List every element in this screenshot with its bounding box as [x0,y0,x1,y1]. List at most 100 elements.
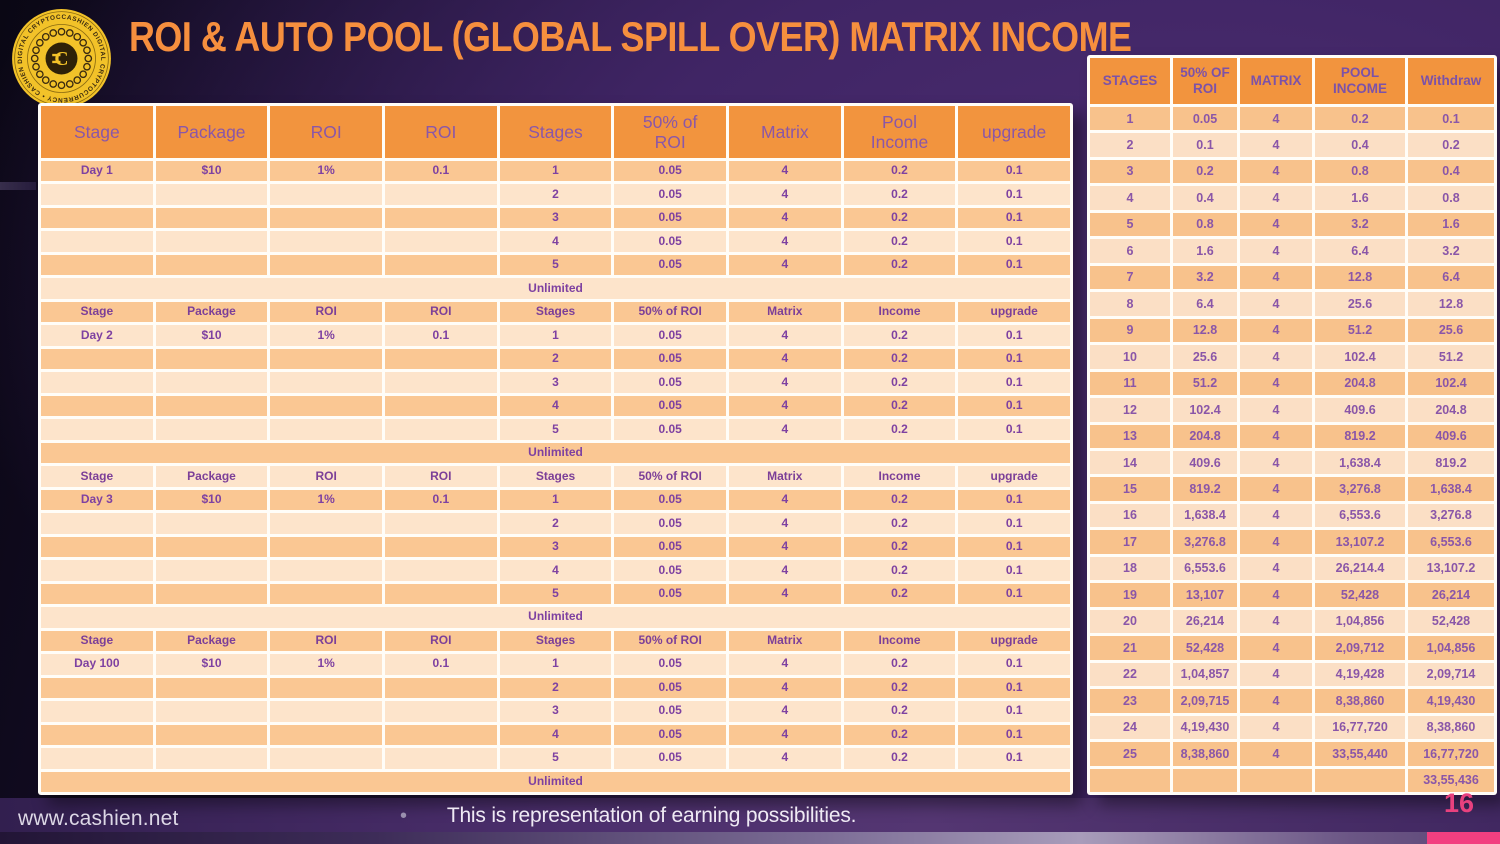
side-value-cell: 6 [1090,239,1170,263]
side-value-cell: 2,09,714 [1408,662,1494,687]
main-value-cell: 0.2 [843,724,956,746]
side-value-cell: 52,428 [1315,583,1405,607]
main-subheader-cell: ROI [270,466,382,487]
side-value-cell: 1 [1090,107,1170,131]
main-subheader-cell: upgrade [958,630,1070,652]
main-value-cell: 0.05 [614,583,726,605]
main-subheader-cell: Income [843,630,956,652]
side-value-cell: 4 [1240,265,1312,290]
main-value-cell: 0.2 [843,161,956,182]
main-header-cell: Matrix [728,106,841,158]
main-value-cell [155,254,268,276]
main-value-cell: 1 [499,654,612,675]
main-value-cell [384,583,497,605]
main-value-cell: 0.05 [614,161,726,182]
main-value-cell [41,348,153,370]
main-value-cell [270,348,382,370]
main-header-cell: Package [155,106,268,158]
side-value-cell: 0.4 [1315,133,1405,157]
main-value-cell: 0.05 [614,560,726,581]
main-value-cell [155,207,268,229]
main-value-cell [270,560,382,581]
main-value-cell: 4 [728,231,841,252]
main-value-cell: 5 [499,254,612,276]
main-header-cell: Stages [499,106,612,158]
main-value-cell: 4 [728,161,841,182]
main-value-cell: 0.05 [614,513,726,534]
main-value-cell: 1 [499,325,612,346]
side-value-cell: 4 [1240,583,1312,607]
side-value-cell: 0.2 [1315,107,1405,131]
main-value-cell: 4 [728,207,841,229]
main-value-cell: 4 [728,325,841,346]
main-header-cell: Pool Income [843,106,956,158]
side-value-cell: 10 [1090,345,1170,369]
side-value-cell: 4 [1240,398,1312,422]
side-value-cell: 4 [1240,133,1312,157]
side-value-cell: 819.2 [1408,450,1494,475]
main-value-cell [155,677,268,699]
main-subheader-cell: 50% of ROI [614,301,726,323]
main-value-cell: 0.1 [958,654,1070,675]
main-value-cell: 0.2 [843,701,956,722]
bottom-bar [0,832,1500,844]
main-value-cell: 0.1 [384,325,497,346]
side-value-cell: 4 [1240,424,1312,448]
main-value-cell [41,748,153,769]
side-value-cell: 13,107.2 [1408,556,1494,581]
main-subheader-cell: Matrix [728,466,841,487]
main-value-cell [384,701,497,722]
main-value-cell: 1% [270,489,382,511]
side-value-cell: 1.6 [1408,212,1494,237]
side-value-cell: 102.4 [1315,345,1405,369]
side-value-cell: 5 [1090,212,1170,237]
main-value-cell: 0.05 [614,348,726,370]
main-value-cell [41,583,153,605]
side-value-cell: 4 [1240,186,1312,210]
main-value-cell: 4 [728,583,841,605]
main-value-cell [270,231,382,252]
side-value-cell: 12 [1090,398,1170,422]
main-value-cell: 0.05 [614,419,726,440]
main-value-cell: 0.2 [843,184,956,205]
side-value-cell: 3,276.8 [1408,503,1494,528]
side-value-cell: 819.2 [1315,424,1405,448]
main-value-cell: 0.05 [614,325,726,346]
main-value-cell: 4 [728,419,841,440]
side-total-cell [1240,768,1312,792]
side-value-cell: 33,55,440 [1315,742,1405,766]
main-value-cell: 0.2 [843,654,956,675]
side-value-cell: 25.6 [1173,345,1237,369]
main-value-cell: 0.05 [614,724,726,746]
side-value-cell: 52,428 [1408,609,1494,634]
side-value-cell: 819.2 [1173,477,1237,501]
main-value-cell: 5 [499,419,612,440]
main-value-cell [270,419,382,440]
main-value-cell: 4 [728,395,841,417]
main-value-cell [155,560,268,581]
main-value-cell: 0.1 [958,161,1070,182]
main-value-cell: 0.1 [958,207,1070,229]
main-value-cell: 0.1 [958,536,1070,558]
website-link[interactable]: www.cashien.net [18,807,179,830]
side-value-cell: 26,214 [1173,609,1237,634]
side-value-cell: 51.2 [1315,318,1405,343]
logo-dots-ring [30,27,93,90]
main-value-cell [41,701,153,722]
side-value-cell: 18 [1090,556,1170,581]
main-value-cell: $10 [155,489,268,511]
side-total-cell: 33,55,436 [1408,768,1494,792]
side-value-cell: 4 [1240,450,1312,475]
main-value-cell: 4 [728,654,841,675]
side-value-cell: 4 [1240,715,1312,740]
main-value-cell: 0.2 [843,677,956,699]
side-value-cell: 4,19,430 [1173,715,1237,740]
side-value-cell: 12.8 [1315,265,1405,290]
page-title: ROI & AUTO POOL (GLOBAL SPILL OVER) MATR… [129,14,1132,60]
main-value-cell: 4 [728,513,841,534]
main-value-cell: 4 [499,560,612,581]
main-value-cell: 2 [499,677,612,699]
main-value-cell: 4 [728,748,841,769]
side-value-cell: 0.8 [1173,212,1237,237]
main-value-cell [384,395,497,417]
